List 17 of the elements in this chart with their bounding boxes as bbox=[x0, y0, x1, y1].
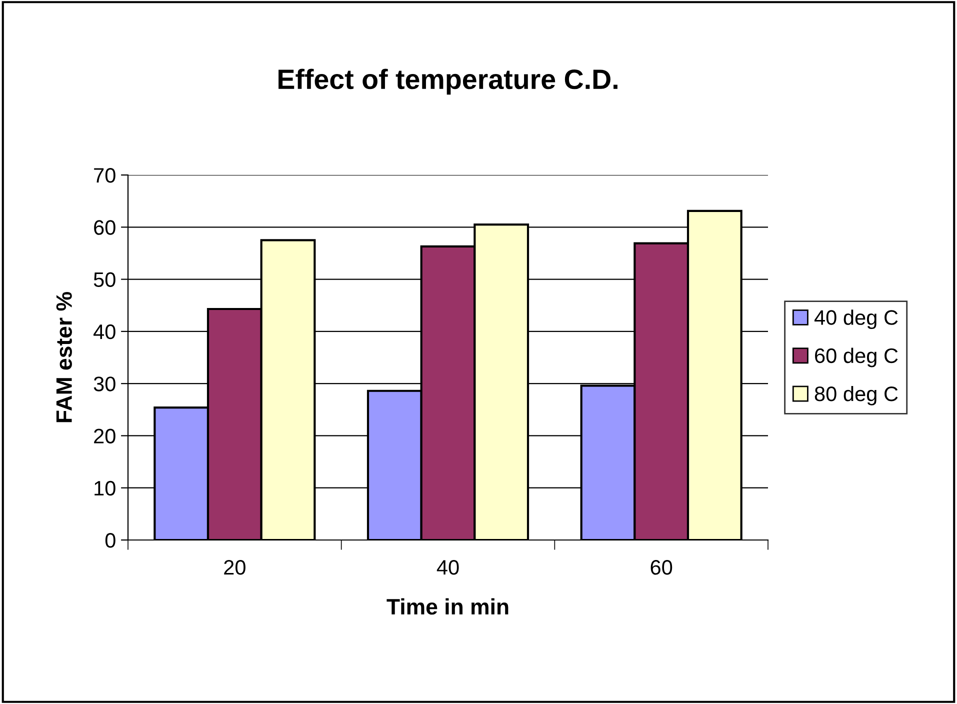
x-axis-title: Time in min bbox=[386, 598, 508, 615]
y-tick-label: 70 bbox=[94, 168, 116, 183]
y-axis-title: FAM ester % bbox=[56, 292, 72, 422]
y-tick-label: 10 bbox=[94, 480, 116, 496]
chart-title: Effect of temperature C.D. bbox=[278, 68, 618, 95]
y-tick-label: 20 bbox=[94, 428, 116, 444]
legend-label: 40 deg C bbox=[814, 310, 898, 330]
x-tick-label: 40 bbox=[436, 560, 459, 575]
legend-label: 60 deg C bbox=[815, 348, 898, 368]
y-tick-label: 50 bbox=[94, 272, 116, 288]
legend-label: 80 deg C bbox=[814, 386, 898, 406]
y-tick-label: 0 bbox=[105, 533, 116, 548]
y-tick-label: 40 bbox=[94, 324, 116, 340]
x-tick-label: 60 bbox=[650, 560, 672, 575]
y-tick-label: 60 bbox=[94, 220, 116, 235]
y-tick-label: 30 bbox=[94, 376, 116, 392]
x-tick-label: 20 bbox=[224, 560, 246, 575]
